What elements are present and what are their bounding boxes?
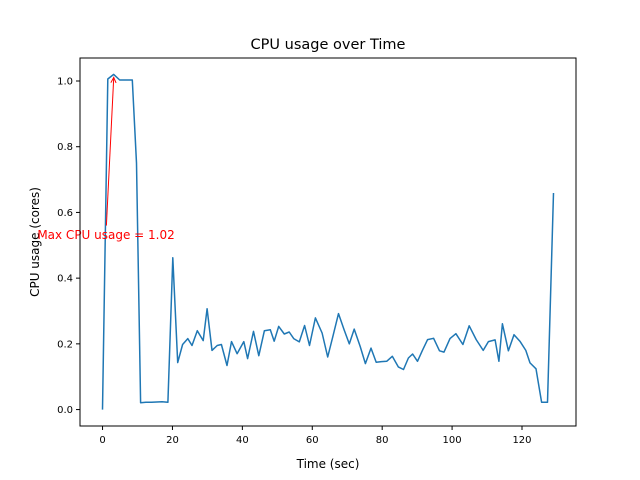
y-tick-label: 0.2: [57, 339, 73, 350]
x-axis-label: Time (sec): [296, 457, 360, 471]
y-tick-label: 0.8: [57, 142, 73, 153]
x-tick-label: 60: [306, 435, 319, 446]
y-tick-label: 1.0: [57, 77, 73, 88]
x-tick-label: 100: [443, 435, 462, 446]
y-tick-label: 0.4: [57, 274, 73, 285]
annotation-arrowhead: [110, 76, 117, 84]
annotation-arrow: [105, 77, 115, 226]
annotation-label: Max CPU usage = 1.02: [37, 228, 174, 242]
x-tick-label: 40: [236, 435, 249, 446]
x-tick-label: 20: [166, 435, 179, 446]
x-tick-label: 120: [512, 435, 531, 446]
y-axis-label: CPU usage (cores): [28, 187, 42, 297]
y-tick-label: 0.0: [57, 405, 73, 416]
x-tick-label: 80: [376, 435, 389, 446]
chart-title: CPU usage over Time: [251, 37, 406, 53]
cpu-usage-line: [101, 73, 555, 410]
axes-frame: [79, 57, 577, 427]
x-tick-label: 0: [99, 435, 105, 446]
y-tick-label: 0.6: [57, 208, 73, 219]
